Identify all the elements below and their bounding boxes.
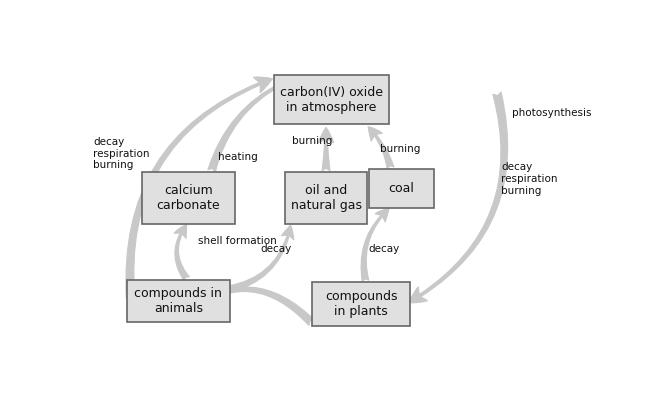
Text: compounds in
animals: compounds in animals — [134, 287, 222, 315]
Text: heating: heating — [218, 152, 258, 162]
FancyBboxPatch shape — [273, 76, 389, 125]
FancyBboxPatch shape — [312, 282, 410, 326]
FancyBboxPatch shape — [369, 169, 433, 208]
Text: carbon(IV) oxide
in atmosphere: carbon(IV) oxide in atmosphere — [280, 86, 382, 114]
Text: oil and
natural gas: oil and natural gas — [291, 184, 362, 212]
Text: photosynthesis: photosynthesis — [512, 108, 591, 118]
FancyBboxPatch shape — [285, 172, 368, 224]
FancyBboxPatch shape — [127, 279, 230, 322]
Text: burning: burning — [380, 144, 421, 154]
Text: shell formation: shell formation — [198, 236, 277, 246]
Text: decay
respiration
burning: decay respiration burning — [501, 162, 557, 196]
Text: compounds
in plants: compounds in plants — [325, 290, 397, 318]
Text: burning: burning — [293, 136, 333, 146]
Text: coal: coal — [388, 182, 414, 195]
Text: calcium
carbonate: calcium carbonate — [156, 184, 220, 212]
Text: decay: decay — [260, 244, 291, 254]
FancyBboxPatch shape — [142, 172, 234, 224]
Text: decay: decay — [368, 244, 400, 254]
Text: decay
respiration
burning: decay respiration burning — [93, 137, 150, 170]
